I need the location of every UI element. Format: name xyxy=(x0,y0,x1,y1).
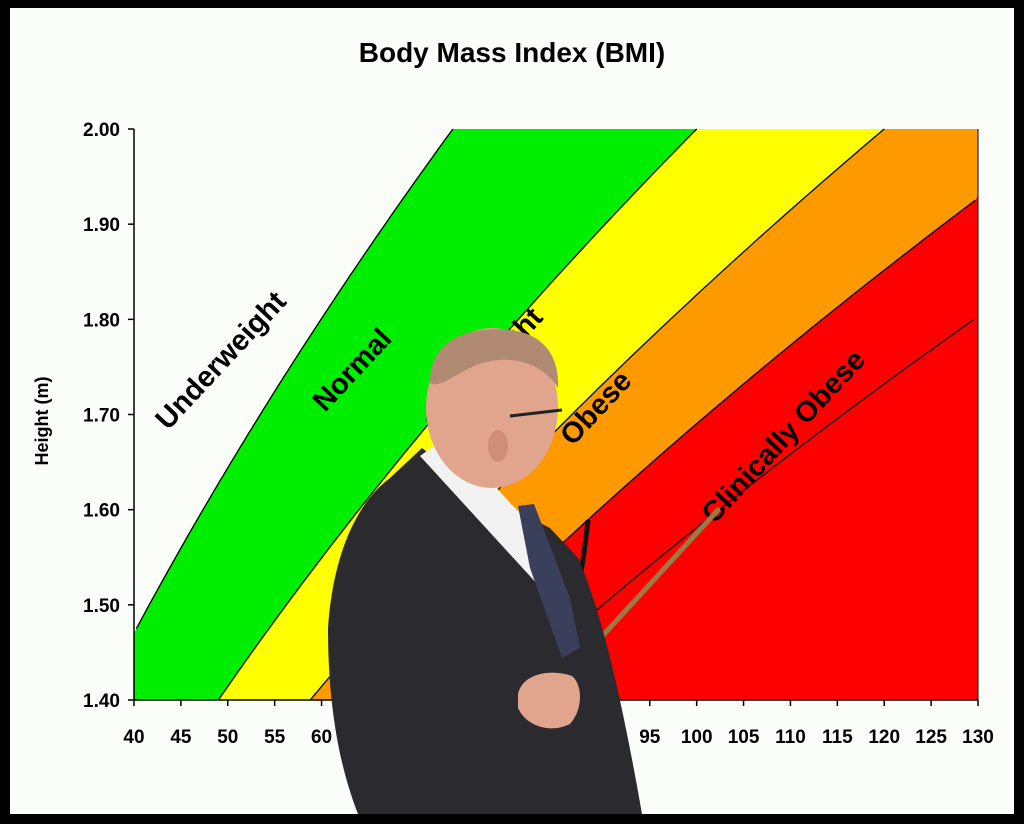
y-tick-labels: 1.40 1.50 1.60 1.70 1.80 1.90 2.00 xyxy=(83,120,134,712)
hand xyxy=(518,672,580,729)
shirt-collar xyxy=(420,436,558,598)
y-tick-label: 1.80 xyxy=(83,310,120,331)
x-tick-label: 105 xyxy=(728,727,760,748)
zone-clinically-obese xyxy=(402,129,978,700)
y-tick-label: 1.40 xyxy=(83,691,120,712)
y-tick-label: 2.00 xyxy=(83,120,120,141)
x-tick-label: 120 xyxy=(868,727,900,748)
y-tick-label: 1.70 xyxy=(83,406,120,427)
ear xyxy=(488,430,508,462)
x-tick-label: 100 xyxy=(681,727,713,748)
y-tick-label: 1.60 xyxy=(83,501,120,522)
x-tick-label: 55 xyxy=(264,727,286,748)
x-tick-label: 40 xyxy=(123,727,144,748)
x-tick-label: 50 xyxy=(217,727,238,748)
x-tick-label: 130 xyxy=(962,727,994,748)
zone-normal xyxy=(134,129,697,700)
bmi-chart: Body Mass Index (BMI) 1.401.501.601.701.… xyxy=(32,37,994,814)
zone-underweight xyxy=(134,129,453,700)
x-tick-label: 45 xyxy=(170,727,192,748)
hair xyxy=(430,329,559,388)
x-tick-label: 110 xyxy=(775,727,806,748)
presenter-figure xyxy=(328,328,721,814)
x-tick-label: 115 xyxy=(822,727,853,748)
y-tick-label: 1.90 xyxy=(83,215,120,236)
necktie xyxy=(518,504,580,658)
bmi-boundary-18.5 xyxy=(135,128,454,629)
x-tick-label: 95 xyxy=(639,727,661,748)
y-axis-label: Height (m) xyxy=(32,377,52,466)
chart-title: Body Mass Index (BMI) xyxy=(359,37,665,68)
slide-frame: Body Mass Index (BMI) 1.40 1.50 1.60 1.70 1.… xyxy=(10,8,1014,814)
y-tick-label: 1.50 xyxy=(83,596,120,617)
x-tick-label: 125 xyxy=(915,727,947,748)
glasses-icon xyxy=(509,408,563,418)
x-tick-label: 60 xyxy=(311,727,332,748)
